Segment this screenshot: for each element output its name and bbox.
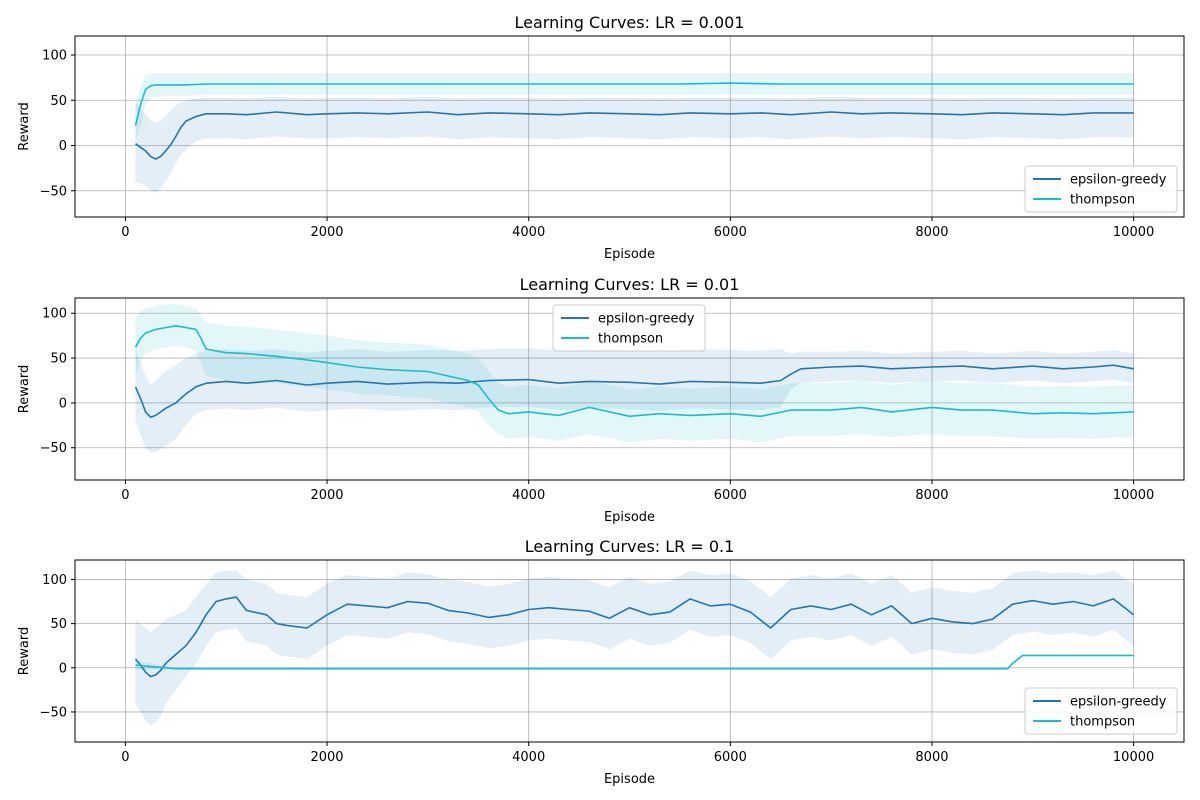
x-tick-label: 2000	[310, 225, 343, 240]
y-tick-label: 100	[42, 49, 67, 64]
y-axis-label: Reward	[17, 102, 32, 150]
y-tick-label: 50	[50, 94, 67, 109]
legend-label: thompson	[1070, 193, 1135, 208]
grid	[75, 560, 1184, 742]
axes-frame	[74, 35, 1185, 218]
x-tick-label: 0	[121, 225, 129, 240]
subplot-1: 0 2000 4000 6000 8000 10000 −50 0 50 100 Learning …	[17, 13, 1185, 262]
y-tick-label: 50	[50, 617, 67, 632]
legend: epsilon-greedy thompson	[1024, 687, 1178, 735]
legend-label: thompson	[598, 332, 663, 347]
subplot-3: 0 2000 4000 6000 8000 10000 −50 0 50 100 Learning …	[17, 537, 1185, 787]
series-line-thompson	[134, 325, 1134, 418]
band-thompson	[135, 73, 1134, 141]
y-tick-label: 100	[42, 573, 67, 588]
chart-title: Learning Curves: LR = 0.1	[525, 537, 735, 556]
y-tick-label: 0	[59, 139, 67, 154]
y-tick-label: −50	[40, 441, 67, 456]
y-tick-label: −50	[40, 184, 67, 199]
grid	[75, 36, 1184, 217]
legend-label: epsilon-greedy	[1070, 173, 1167, 188]
x-tick-label: 2000	[310, 750, 343, 765]
x-axis-label: Episode	[604, 247, 655, 262]
legend-label: epsilon-greedy	[598, 312, 695, 327]
x-tick-label: 4000	[512, 488, 545, 503]
axes-frame	[74, 559, 1185, 743]
x-tick-label: 8000	[915, 488, 948, 503]
legend-box	[1024, 687, 1178, 735]
x-tick-label: 2000	[310, 488, 343, 503]
x-tick-label: 6000	[714, 225, 747, 240]
legend-label: epsilon-greedy	[1070, 695, 1167, 710]
axes-frame	[74, 297, 1185, 481]
y-axis-label: Reward	[17, 365, 32, 413]
series-line-epsilon-greedy	[134, 364, 1134, 418]
y-tick-label: 50	[50, 352, 67, 367]
chart-title: Learning Curves: LR = 0.001	[515, 13, 745, 32]
x-tick-label: 4000	[512, 225, 545, 240]
band-epsilon-greedy	[135, 570, 1134, 726]
series-line-epsilon-greedy	[134, 596, 1135, 678]
legend-label: thompson	[1070, 715, 1135, 730]
plot-area	[134, 304, 1134, 453]
x-tick-label: 10000	[1113, 225, 1154, 240]
band-epsilon-greedy	[135, 348, 1134, 453]
legend-box	[1024, 165, 1178, 213]
x-tick-label: 6000	[714, 750, 747, 765]
plot-area	[134, 570, 1135, 726]
plot-area	[134, 73, 1134, 193]
x-tick-label: 10000	[1113, 750, 1154, 765]
x-tick-label: 8000	[915, 750, 948, 765]
x-tick-label: 6000	[714, 488, 747, 503]
legend-box	[552, 304, 706, 352]
legend: epsilon-greedy thompson	[552, 304, 706, 352]
y-tick-label: 100	[42, 307, 67, 322]
y-tick-label: 0	[59, 396, 67, 411]
x-tick-label: 8000	[915, 225, 948, 240]
series-line-thompson	[135, 654, 1134, 670]
series-line-thompson	[134, 82, 1134, 126]
series-line-epsilon-greedy	[135, 111, 1134, 160]
y-axis-label: Reward	[17, 627, 32, 675]
y-tick-label: 0	[59, 661, 67, 676]
x-tick-label: 0	[121, 750, 129, 765]
x-tick-label: 0	[121, 488, 129, 503]
grid	[75, 298, 1184, 480]
band-epsilon-greedy	[135, 96, 1134, 193]
band-thompson	[135, 304, 1134, 443]
band-thompson	[135, 654, 1134, 670]
subplot-2: 0 2000 4000 6000 8000 10000 −50 0 50 100 Learning …	[17, 275, 1185, 525]
x-axis-label: Episode	[604, 510, 655, 525]
x-tick-label: 4000	[512, 750, 545, 765]
chart-title: Learning Curves: LR = 0.01	[520, 275, 740, 294]
x-axis-label: Episode	[604, 772, 655, 787]
legend: epsilon-greedy thompson	[1024, 165, 1178, 213]
y-tick-label: −50	[40, 705, 67, 720]
x-tick-label: 10000	[1113, 488, 1154, 503]
